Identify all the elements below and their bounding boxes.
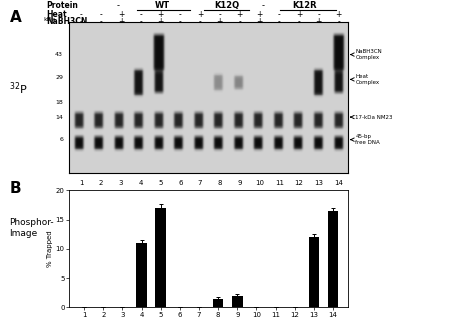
Text: -: - xyxy=(278,17,281,26)
Text: 17-kDa NM23: 17-kDa NM23 xyxy=(356,114,393,120)
Text: 12: 12 xyxy=(294,180,303,186)
Text: -: - xyxy=(262,1,264,10)
Text: +: + xyxy=(118,10,124,19)
Bar xyxy=(213,299,223,307)
Text: WT: WT xyxy=(155,1,170,10)
Text: 14: 14 xyxy=(334,180,343,186)
Text: $^{32}$P: $^{32}$P xyxy=(9,81,28,97)
Text: -: - xyxy=(100,10,102,19)
Text: B: B xyxy=(9,181,21,196)
Text: -: - xyxy=(80,17,82,26)
Text: +: + xyxy=(157,17,164,26)
Bar xyxy=(309,237,319,307)
Text: -: - xyxy=(238,17,241,26)
Text: 43: 43 xyxy=(55,52,63,57)
Text: 5: 5 xyxy=(158,180,163,186)
Text: kDa: kDa xyxy=(43,17,55,22)
Text: -: - xyxy=(278,10,281,19)
Text: 6: 6 xyxy=(59,137,63,142)
Text: K12R: K12R xyxy=(293,1,318,10)
Y-axis label: % Trapped: % Trapped xyxy=(47,230,53,267)
Text: A: A xyxy=(9,10,21,24)
Text: NaBH3CN: NaBH3CN xyxy=(46,17,88,26)
Text: -: - xyxy=(139,10,142,19)
Text: +: + xyxy=(197,10,203,19)
Bar xyxy=(232,296,243,307)
Text: -: - xyxy=(179,10,182,19)
Text: Protein: Protein xyxy=(46,1,78,10)
Text: -: - xyxy=(199,17,201,26)
Text: -: - xyxy=(337,17,340,26)
Text: 1: 1 xyxy=(79,180,83,186)
Text: 45-bp
free DNA: 45-bp free DNA xyxy=(356,134,380,145)
Bar xyxy=(328,211,338,307)
Text: 6: 6 xyxy=(178,180,182,186)
Text: Heat: Heat xyxy=(46,10,67,19)
Text: -: - xyxy=(298,17,301,26)
Text: 29: 29 xyxy=(55,75,63,81)
Text: 7: 7 xyxy=(198,180,202,186)
Text: +: + xyxy=(157,10,164,19)
Text: 3: 3 xyxy=(118,180,123,186)
Text: Heat
Complex: Heat Complex xyxy=(356,74,380,85)
Text: +: + xyxy=(217,17,223,26)
Text: +: + xyxy=(336,10,342,19)
Text: +: + xyxy=(256,17,263,26)
Text: -: - xyxy=(139,17,142,26)
Bar xyxy=(155,208,166,307)
Text: +: + xyxy=(256,10,263,19)
Text: -: - xyxy=(80,10,82,19)
Text: 13: 13 xyxy=(314,180,323,186)
Text: 4: 4 xyxy=(138,180,143,186)
Text: -: - xyxy=(179,17,182,26)
Text: 14: 14 xyxy=(55,114,63,120)
Text: +: + xyxy=(118,17,124,26)
Text: 18: 18 xyxy=(55,100,63,105)
Text: 10: 10 xyxy=(255,180,264,186)
Text: +: + xyxy=(237,10,243,19)
Text: 8: 8 xyxy=(218,180,222,186)
Text: 11: 11 xyxy=(275,180,284,186)
Text: -: - xyxy=(100,17,102,26)
Text: Phosphor-
Image: Phosphor- Image xyxy=(9,218,54,238)
Text: +: + xyxy=(296,10,302,19)
Text: 2: 2 xyxy=(99,180,103,186)
Text: -: - xyxy=(116,1,119,10)
Text: K12Q: K12Q xyxy=(214,1,239,10)
Text: -: - xyxy=(219,10,221,19)
Text: NaBH3CN
Complex: NaBH3CN Complex xyxy=(356,49,382,60)
Text: +: + xyxy=(316,17,322,26)
Text: -: - xyxy=(318,10,320,19)
Bar xyxy=(136,243,147,307)
Text: 9: 9 xyxy=(237,180,242,186)
